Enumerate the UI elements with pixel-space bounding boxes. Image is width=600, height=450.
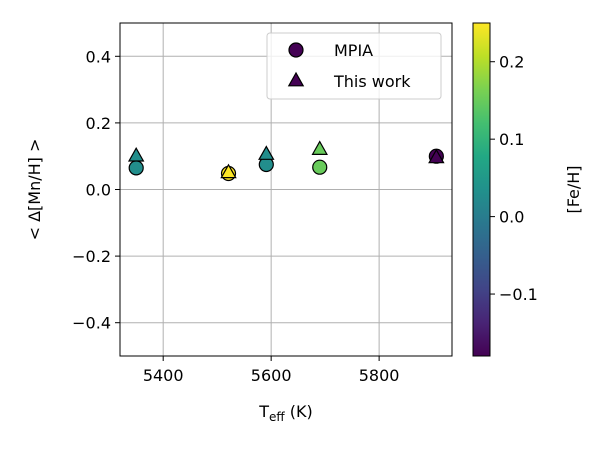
colorbar-tick-label: 0.0 bbox=[499, 208, 524, 227]
x-tick-label: 5600 bbox=[251, 366, 292, 385]
legend-label: This work bbox=[333, 72, 411, 91]
legend-box bbox=[266, 32, 442, 100]
x-axis-label-unit: (K) bbox=[285, 402, 313, 421]
colorbar-gradient bbox=[472, 22, 491, 357]
y-axis-label: < Δ[Mn/H] > bbox=[25, 139, 44, 241]
y-tick-label: 0.0 bbox=[86, 181, 111, 200]
data-point-mpia bbox=[128, 160, 144, 176]
colorbar-tick-label: 0.1 bbox=[499, 130, 524, 149]
y-tick-label: 0.4 bbox=[86, 47, 111, 66]
data-point-mpia bbox=[312, 159, 328, 175]
y-tick-label: −0.2 bbox=[72, 247, 111, 266]
colorbar-label: [Fe/H] bbox=[564, 165, 583, 213]
x-axis-label-main: T bbox=[258, 402, 269, 421]
data-point-this-work bbox=[311, 140, 328, 155]
legend: MPIA This work bbox=[266, 32, 442, 100]
legend-marker-mpia bbox=[288, 42, 304, 58]
x-axis-label-sub: eff bbox=[269, 410, 285, 424]
y-tick-label: 0.2 bbox=[86, 114, 111, 133]
legend-label: MPIA bbox=[334, 41, 373, 60]
x-tick-label: 5800 bbox=[359, 366, 400, 385]
data-points bbox=[127, 140, 445, 182]
legend-marker-this-work bbox=[287, 71, 305, 87]
data-point-this-work bbox=[428, 148, 445, 164]
data-point-this-work bbox=[127, 146, 145, 162]
x-tick-label: 5400 bbox=[143, 366, 184, 385]
axis-ticks: 5400 5600 5800 −0.4 −0.2 0.0 0.2 0.4 bbox=[72, 47, 399, 385]
data-point-this-work bbox=[258, 145, 275, 160]
colorbar: 0.2 0.1 0.0 −0.1 [Fe/H] bbox=[472, 22, 583, 357]
x-axis-label: Teff (K) bbox=[258, 402, 313, 424]
colorbar-tick-label: −0.1 bbox=[499, 285, 538, 304]
colorbar-tick-label: 0.2 bbox=[499, 53, 524, 72]
data-point-this-work bbox=[220, 163, 237, 179]
y-tick-label: −0.4 bbox=[72, 314, 111, 333]
